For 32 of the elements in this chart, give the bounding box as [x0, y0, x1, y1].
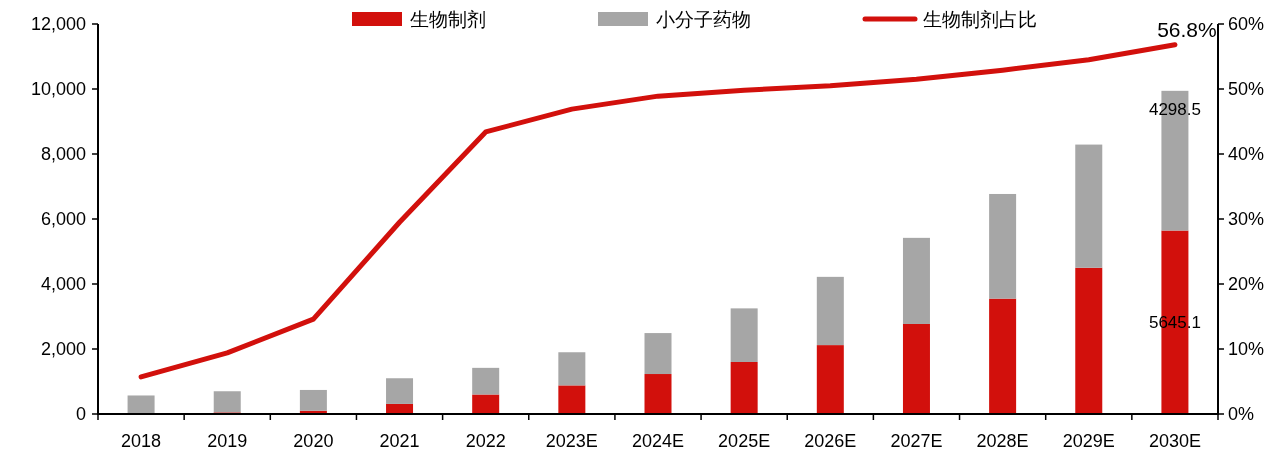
y2-tick-label: 40%	[1228, 144, 1265, 164]
x-tick-label: 2022	[465, 431, 506, 450]
data-label: 4298.5	[1148, 99, 1201, 119]
x-tick-label: 2027E	[890, 431, 943, 450]
y-tick-label: 10,000	[30, 79, 86, 99]
data-label: 56.8%	[1157, 17, 1217, 41]
y2-tick-label: 20%	[1228, 274, 1265, 294]
y-tick-label: 6,000	[40, 209, 86, 229]
x-tick-label: 2025E	[718, 431, 771, 450]
x-tick-label: 2018	[121, 431, 162, 450]
y-tick-label: 0	[75, 404, 86, 424]
y-tick-label: 12,000	[30, 14, 86, 34]
legend-label: 小分子药物	[656, 9, 751, 30]
y2-tick-label: 0%	[1228, 404, 1255, 424]
x-tick-label: 2029E	[1062, 431, 1115, 450]
x-tick-label: 2020	[293, 431, 334, 450]
x-tick-label: 2024E	[631, 431, 685, 450]
x-tick-label: 2021	[379, 431, 420, 450]
x-tick-label: 2019	[207, 431, 248, 450]
y2-tick-label: 60%	[1228, 14, 1265, 34]
x-tick-label: 2023E	[545, 431, 598, 450]
x-tick-label: 2026E	[804, 431, 857, 450]
legend-label: 生物制剂	[410, 9, 486, 30]
legend-label: 生物制剂占比	[923, 9, 1037, 30]
y2-tick-label: 50%	[1228, 79, 1265, 99]
y-tick-label: 4,000	[40, 274, 86, 294]
y2-tick-label: 10%	[1228, 339, 1265, 359]
x-tick-label: 2028E	[976, 431, 1029, 450]
x-tick-label: 2030E	[1148, 431, 1201, 450]
y2-tick-label: 30%	[1228, 209, 1265, 229]
y-tick-label: 2,000	[40, 339, 86, 359]
y-tick-label: 8,000	[40, 144, 86, 164]
